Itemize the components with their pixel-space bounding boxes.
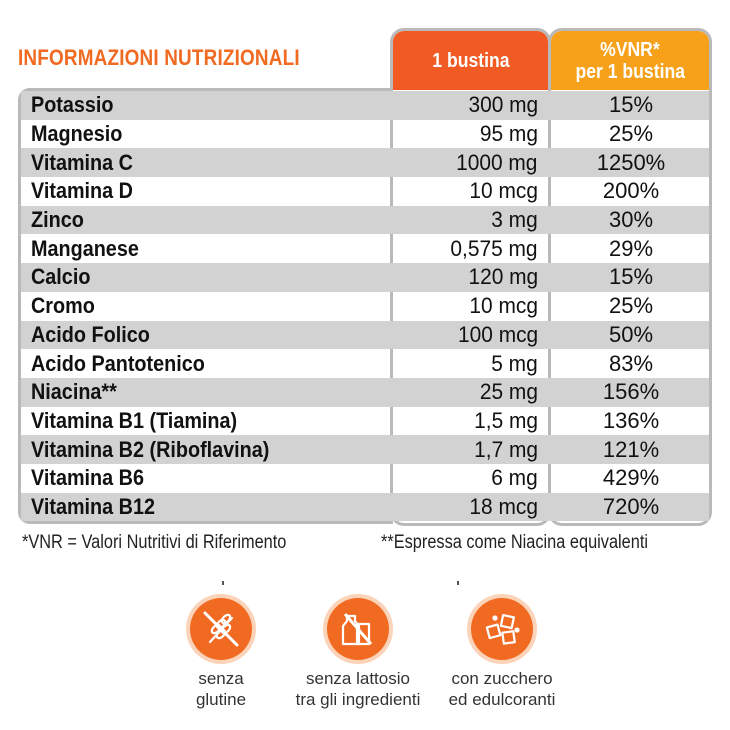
table-row: Calcio 120 mg 15% xyxy=(21,263,709,292)
nutrient-name: Zinco xyxy=(31,207,84,233)
nutrient-amount: 300 mg xyxy=(468,92,538,118)
lactose-free-label: senza lattosio tra gli ingredienti xyxy=(295,669,421,709)
sugar-label: con zucchero ed edulcoranti xyxy=(448,669,556,709)
nutrient-name: Vitamina B2 (Riboflavina) xyxy=(31,436,270,462)
nutrient-name: Calcio xyxy=(31,264,91,290)
table-title: INFORMAZIONI NUTRIZIONALI xyxy=(18,45,300,70)
nutrient-vnr: 1250% xyxy=(596,149,666,175)
nutrient-vnr: 50% xyxy=(608,321,654,347)
amount-column-header: 1 bustina xyxy=(393,31,548,90)
nutrient-amount: 10 mcg xyxy=(469,178,538,204)
table-row: Niacina** 25 mg 156% xyxy=(21,377,709,407)
nutrient-amount: 10 mcg xyxy=(469,293,538,319)
nutrient-name: Vitamina B12 xyxy=(31,493,156,519)
nutrient-name: Acido Folico xyxy=(31,321,150,347)
nutrient-name: Magnesio xyxy=(31,121,123,147)
nutrient-name: Potassio xyxy=(31,92,114,118)
nutrient-name: Vitamina B6 xyxy=(31,465,144,491)
table-row: Magnesio 95 mg 25% xyxy=(21,120,709,149)
table-row: Potassio 300 mg 15% xyxy=(21,91,709,120)
sugar-cubes-icon xyxy=(485,613,520,645)
nutrient-amount: 0,575 mg xyxy=(450,235,538,261)
niacina-footnote: **Espressa come Niacina equivalenti xyxy=(381,532,649,553)
nutrient-vnr: 429% xyxy=(602,465,660,491)
nutrient-vnr: 156% xyxy=(602,379,660,405)
nutrient-vnr: 25% xyxy=(608,293,654,319)
lactose-free-icon xyxy=(341,613,373,646)
nutrient-amount: 25 mg xyxy=(479,379,538,405)
table-row: Vitamina D 10 mcg 200% xyxy=(21,177,709,206)
nutrient-name: Vitamina C xyxy=(31,149,133,175)
nutrient-name: Vitamina D xyxy=(31,178,133,204)
table-row: Acido Pantotenico 5 mg 83% xyxy=(21,349,709,378)
nutrient-amount: 18 mcg xyxy=(469,493,538,519)
table-row: Vitamina B2 (Riboflavina) 1,7 mg 121% xyxy=(21,435,709,464)
nutrient-vnr: 15% xyxy=(608,264,654,290)
lactose-free-badge xyxy=(327,598,389,660)
nutrient-vnr: 83% xyxy=(608,350,654,376)
table-row: Vitamina C 1000 mg 1250% xyxy=(21,148,709,178)
separator-dot xyxy=(222,581,224,585)
nutrient-vnr: 30% xyxy=(608,207,654,233)
nutrient-vnr: 29% xyxy=(608,235,654,261)
sugar-badge xyxy=(471,598,533,660)
gluten-free-icon xyxy=(203,611,239,647)
nutrient-name: Manganese xyxy=(31,235,139,261)
nutrient-vnr: 136% xyxy=(602,407,660,433)
nutrient-amount: 120 mg xyxy=(468,264,538,290)
nutrient-amount: 3 mg xyxy=(491,207,538,233)
table-row: Vitamina B12 18 mcg 720% xyxy=(21,492,709,522)
vnr-footnote: *VNR = Valori Nutritivi di Riferimento xyxy=(22,532,287,553)
nutrient-amount: 100 mcg xyxy=(457,321,538,347)
nutrient-vnr: 25% xyxy=(608,121,654,147)
gluten-free-badge xyxy=(190,598,252,660)
vnr-header-line1: %VNR* xyxy=(600,38,660,61)
nutrient-name: Vitamina B1 (Tiamina) xyxy=(31,407,238,433)
nutrient-amount: 95 mg xyxy=(479,121,538,147)
nutrient-name: Acido Pantotenico xyxy=(31,350,205,376)
nutrient-amount: 1,5 mg xyxy=(473,407,538,433)
table-row: Manganese 0,575 mg 29% xyxy=(21,234,709,263)
nutrient-name: Niacina** xyxy=(31,379,117,405)
separator-dot xyxy=(457,581,459,585)
vnr-header-line2: per 1 bustina xyxy=(575,60,685,83)
table-row: Acido Folico 100 mcg 50% xyxy=(21,320,709,350)
nutrient-vnr: 200% xyxy=(602,178,660,204)
nutrient-vnr: 720% xyxy=(602,493,660,519)
nutrient-amount: 1000 mg xyxy=(456,149,538,175)
table-row: Zinco 3 mg 30% xyxy=(21,205,709,235)
amount-header-label: 1 bustina xyxy=(431,49,510,72)
vnr-column: %VNR* per 1 bustina xyxy=(548,28,712,526)
nutrient-amount: 6 mg xyxy=(491,465,538,491)
gluten-free-label: senza glutine xyxy=(195,669,247,709)
table-row: Vitamina B6 6 mg 429% xyxy=(21,464,709,493)
table-row: Vitamina B1 (Tiamina) 1,5 mg 136% xyxy=(21,407,709,436)
nutrient-name: Cromo xyxy=(31,293,95,319)
table-row: Cromo 10 mcg 25% xyxy=(21,292,709,321)
nutrient-amount: 5 mg xyxy=(491,350,538,376)
nutrient-vnr: 121% xyxy=(602,436,660,462)
vnr-column-header: %VNR* per 1 bustina xyxy=(551,31,709,90)
nutrient-amount: 1,7 mg xyxy=(473,436,538,462)
table-outline xyxy=(18,88,393,524)
nutrient-vnr: 15% xyxy=(608,92,654,118)
nutrient-rows: Potassio 300 mg 15% Magnesio 95 mg 25% V… xyxy=(21,91,709,522)
